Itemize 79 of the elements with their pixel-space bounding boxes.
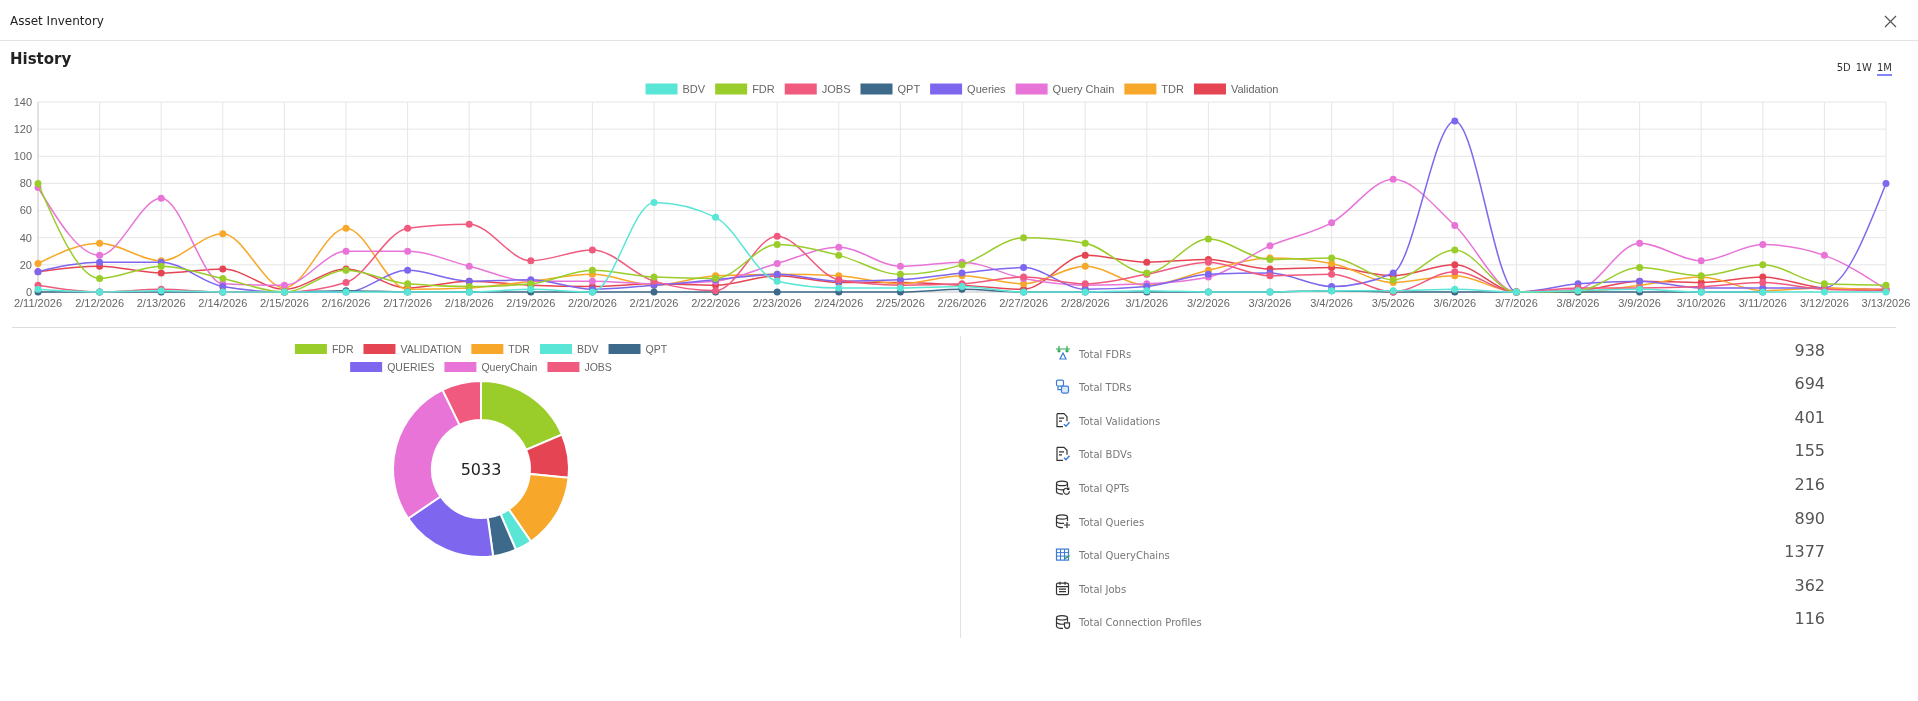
legend-label: FDR [752,82,775,95]
category-label: Total Validations [1078,415,1161,427]
text: 5D [1836,62,1852,73]
y-tick-label: 80 [19,177,32,190]
x-tick-label: 2/17/2026 [383,297,433,309]
legend-label: BDV [682,82,706,95]
x-tick-label: 2/12/2026 [75,297,125,309]
category-label: Total Jobs [1078,583,1127,595]
legend-label: FDR [331,342,354,355]
x-tick-label: 3/12/2026 [1799,297,1849,309]
legend-label: QueryChain [481,360,538,373]
y-tick-label: 40 [19,231,32,244]
category-label: Total FDRs [1078,348,1132,360]
y-tick-label: 0 [25,285,32,298]
legend-label: Queries [967,82,1007,95]
chart-title: History [10,50,72,68]
legend-label: QPT [897,82,921,95]
legend-label: QPT [645,342,668,355]
text: 1M [1877,62,1893,73]
x-tick-label: 3/8/2026 [1556,297,1600,309]
x-tick-label: 3/6/2026 [1433,297,1477,309]
x-tick-label: 2/28/2026 [1060,297,1110,309]
legend-label: QUERIES [387,360,435,373]
data-label: 401 [1794,407,1825,427]
x-tick-label: 2/15/2026 [259,297,309,309]
data-label: 1377 [1784,542,1825,562]
data-label: 116 [1794,609,1825,629]
x-tick-label: 2/19/2026 [506,297,556,309]
legend-label: JOBS [821,82,851,95]
x-tick-label: 2/14/2026 [198,297,248,309]
y-tick-label: 140 [13,95,32,108]
category-label: Total Connection Profiles [1078,617,1202,629]
x-tick-label: 2/16/2026 [321,297,371,309]
x-tick-label: 2/27/2026 [999,297,1049,309]
category-label: Total QPTs [1078,482,1130,494]
x-tick-label: 2/25/2026 [875,297,925,309]
legend-label: BDV [576,342,599,355]
category-label: Total Queries [1078,516,1145,528]
x-tick-label: 3/5/2026 [1371,297,1415,309]
x-tick-label: 3/3/2026 [1248,297,1292,309]
category-label: Total TDRs [1078,382,1132,394]
category-label: Total QueryChains [1078,550,1170,562]
x-tick-label: 2/18/2026 [444,297,494,309]
legend-label: JOBS [584,360,612,373]
x-tick-label: 3/13/2026 [1861,297,1911,309]
data-label: 938 [1794,340,1825,360]
x-tick-label: 3/10/2026 [1676,297,1726,309]
data-label: 362 [1794,575,1825,595]
category-label: Total BDVs [1078,449,1132,461]
x-tick-label: 2/11/2026 [13,297,63,309]
x-tick-label: 3/11/2026 [1738,297,1787,309]
text: 5033 [460,459,502,479]
legend-label: TDR [508,342,531,355]
legend-label: VALIDATION [400,342,462,355]
legend-label: Validation [1230,82,1279,95]
data-label: 155 [1794,441,1825,461]
x-tick-label: 2/21/2026 [629,297,679,309]
x-tick-label: 3/2/2026 [1186,297,1230,309]
x-tick-label: 3/7/2026 [1494,297,1538,309]
y-tick-label: 20 [19,258,32,271]
data-label: 216 [1794,475,1825,494]
x-tick-label: 2/20/2026 [567,297,617,309]
data-label: 890 [1794,508,1825,528]
y-tick-label: 120 [13,122,32,135]
x-tick-label: 2/23/2026 [752,297,802,309]
text: 1W [1855,62,1873,73]
x-tick-label: 2/24/2026 [814,297,864,309]
x-tick-label: 2/26/2026 [937,297,987,309]
x-tick-label: 2/22/2026 [691,297,741,309]
data-label: 694 [1794,374,1825,394]
x-tick-label: 3/9/2026 [1618,297,1662,309]
x-tick-label: 2/13/2026 [136,297,186,309]
x-tick-label: 3/1/2026 [1125,297,1169,309]
y-tick-label: 60 [19,204,32,217]
x-tick-label: 3/4/2026 [1310,297,1354,309]
y-tick-label: 100 [13,150,32,163]
legend-label: TDR [1161,82,1185,95]
text: Asset Inventory [10,14,104,28]
legend-label: Query Chain [1052,82,1115,95]
